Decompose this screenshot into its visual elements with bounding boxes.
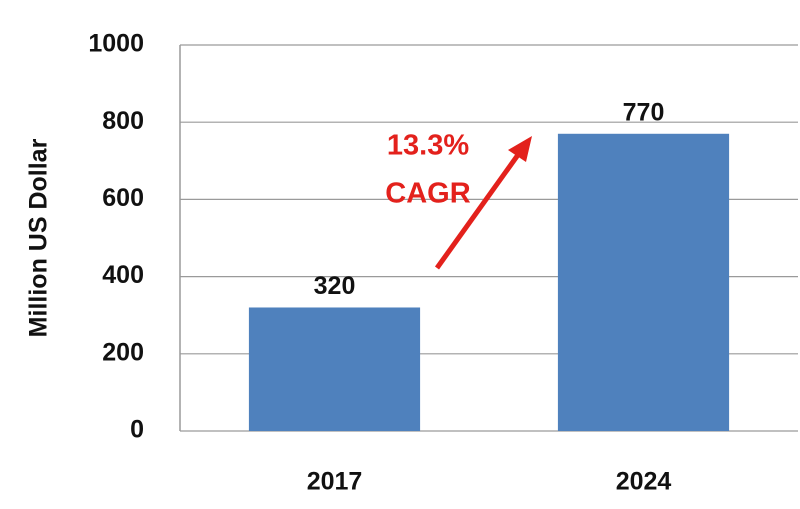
- x-tick-label: 2024: [616, 468, 672, 496]
- y-axis-label: Million US Dollar: [25, 138, 53, 337]
- annotation: 13.3%: [387, 130, 469, 162]
- bar: [248, 307, 421, 431]
- arrow-shaft: [434, 150, 523, 270]
- y-tick-label: 200: [102, 338, 144, 366]
- data-label: 770: [623, 98, 665, 126]
- y-tick-label: 0: [130, 416, 144, 444]
- data-label: 320: [314, 272, 356, 300]
- annotation: CAGR: [385, 178, 470, 210]
- x-tick-label: 2017: [307, 468, 363, 496]
- y-tick-label: 1000: [88, 30, 144, 58]
- bar: [557, 133, 730, 431]
- arrow-head: [508, 136, 532, 162]
- y-tick-label: 600: [102, 184, 144, 212]
- y-tick-label: 800: [102, 107, 144, 135]
- y-tick-label: 400: [102, 261, 144, 289]
